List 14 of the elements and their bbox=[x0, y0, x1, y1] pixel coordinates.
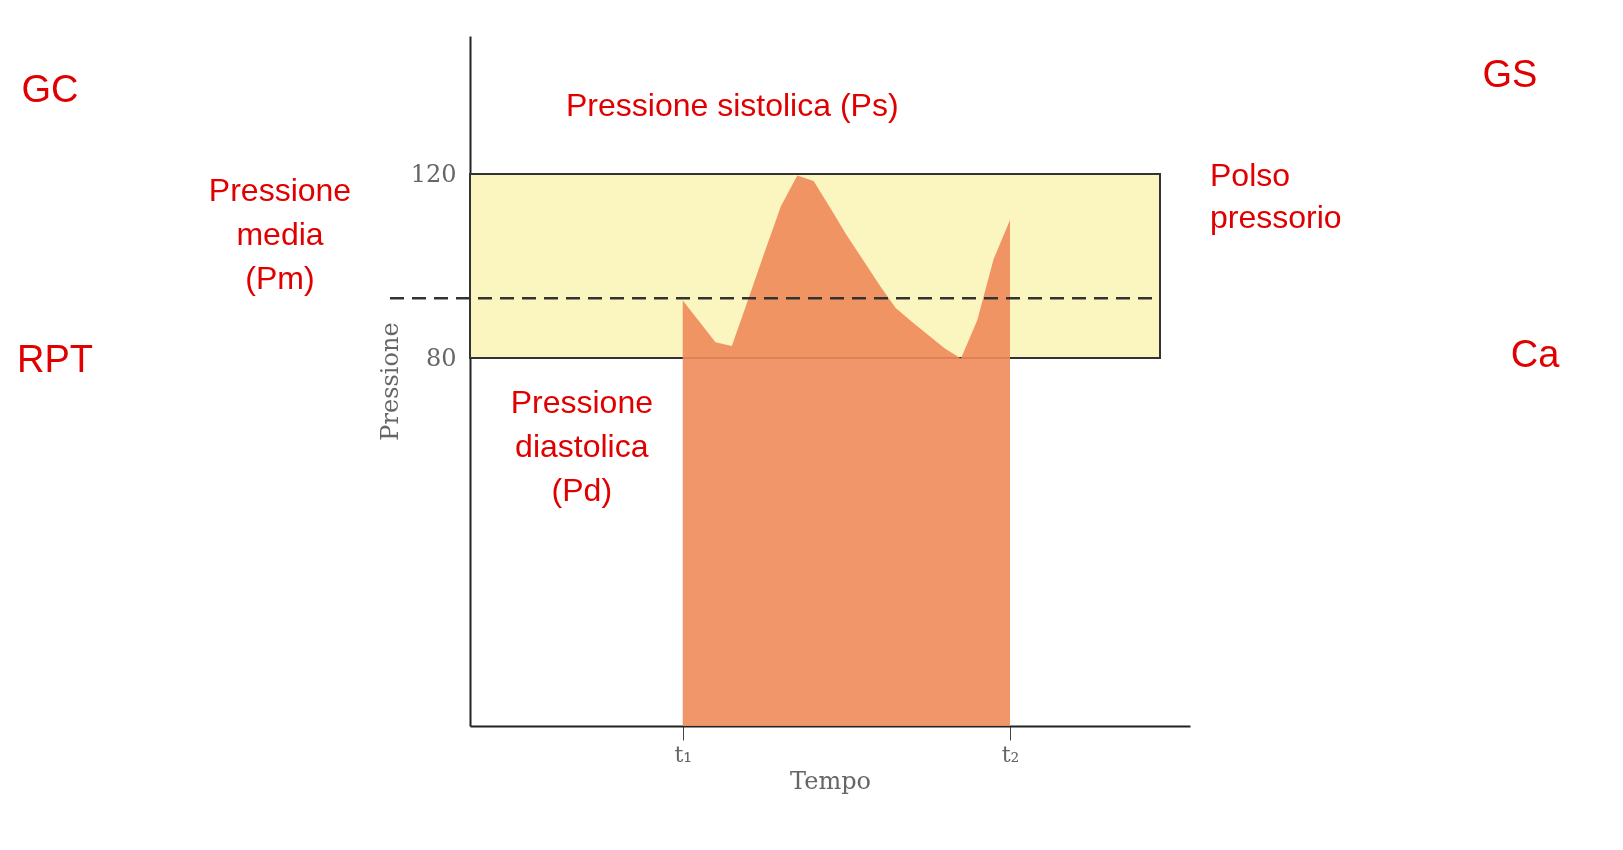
text: GC bbox=[21, 68, 79, 110]
y-axis-title: Pressione bbox=[375, 322, 404, 441]
x-tick-label: t₁ bbox=[674, 741, 693, 767]
text: RPT bbox=[17, 338, 93, 380]
y-tick-label: 80 bbox=[425, 343, 457, 372]
x-tick-label: t₂ bbox=[1001, 741, 1020, 767]
annotation: Pressione diastolica (Pd) bbox=[510, 384, 653, 508]
y-tick-label: 120 bbox=[410, 159, 457, 188]
band-label: Polso pressorio bbox=[1210, 157, 1342, 235]
ref-line-label: Pressione media (Pm) bbox=[208, 172, 352, 296]
annotation: Pressione sistolica (Ps) bbox=[566, 87, 899, 123]
text: Ca bbox=[1510, 333, 1561, 375]
x-axis-title: Tempo bbox=[790, 766, 871, 795]
text: GS bbox=[1482, 53, 1538, 95]
